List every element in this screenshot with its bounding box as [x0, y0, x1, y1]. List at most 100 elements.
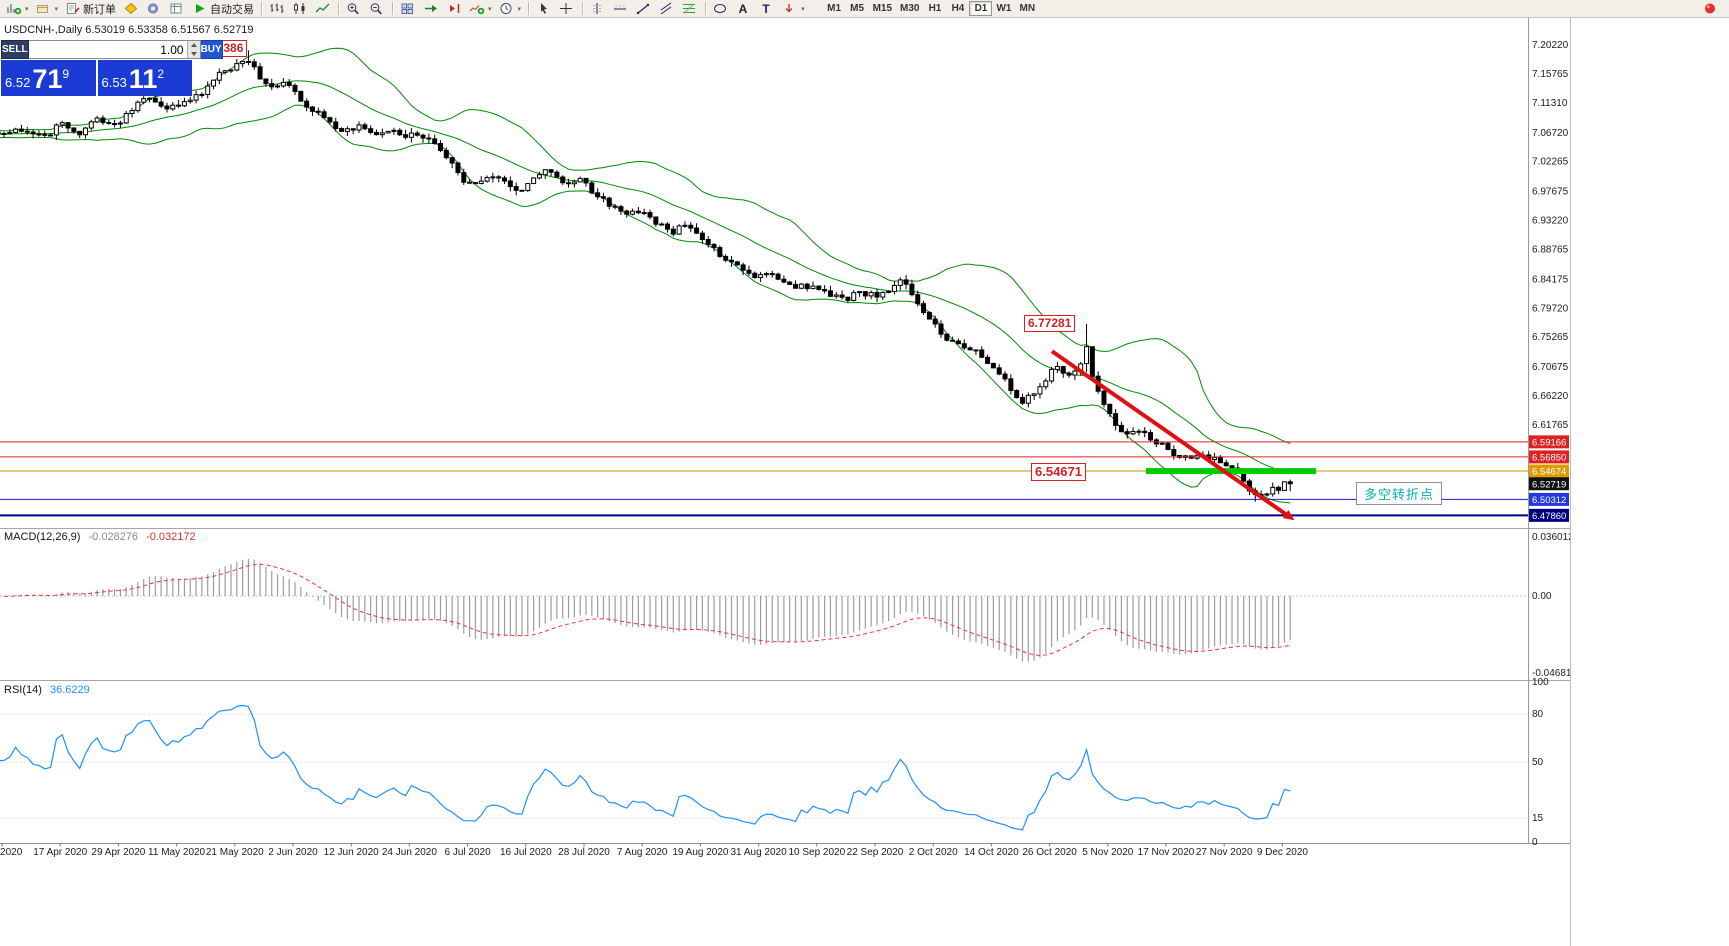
- autotrading-icon: [196, 4, 205, 13]
- timeframe-m1-button[interactable]: M1: [827, 3, 842, 14]
- buy-button[interactable]: BUY: [200, 40, 223, 59]
- arrows-button[interactable]: ▾: [779, 1, 808, 17]
- trendline-button[interactable]: [633, 1, 655, 17]
- text-label-button[interactable]: T: [756, 1, 778, 17]
- cursor-button[interactable]: [533, 1, 555, 17]
- candles-layer: [0, 50, 1293, 502]
- crosshair-button[interactable]: [556, 1, 578, 17]
- metaeditor-button[interactable]: [120, 1, 142, 17]
- price-annotation-support[interactable]: 6.54671: [1031, 463, 1086, 481]
- toolbar-separator: [705, 2, 707, 15]
- svg-text:29 Apr 2020: 29 Apr 2020: [91, 847, 145, 858]
- symbol-ohlc-info: USDCNH-,Daily 6.53019 6.53358 6.51567 6.…: [4, 24, 254, 36]
- macd-indicator-label: MACD(12,26,9) -0.028276 -0.032172: [4, 531, 196, 543]
- volume-increase-button[interactable]: [187, 41, 200, 50]
- svg-text:22 Sep 2020: 22 Sep 2020: [847, 847, 904, 858]
- volume-decrease-button[interactable]: [187, 49, 200, 58]
- line-chart-mode-button[interactable]: [312, 1, 334, 17]
- shapes-button[interactable]: [710, 1, 732, 17]
- timeframe-h4-button[interactable]: H4: [951, 3, 965, 14]
- text-button[interactable]: A: [733, 1, 755, 17]
- timeframe-mn-button[interactable]: MN: [1019, 3, 1036, 14]
- indicators-icon: [469, 5, 485, 15]
- equidistant-channel-icon: [660, 2, 672, 15]
- zoom-out-button[interactable]: [366, 1, 388, 17]
- sell-price-display[interactable]: 6.52 71 9: [1, 60, 96, 96]
- timeframe-switcher: M1 M5 M15 M30 H1 H4 D1 W1 MN: [823, 1, 1039, 16]
- zoom-out-icon: [370, 3, 382, 15]
- sell-button[interactable]: SELL: [1, 40, 29, 59]
- chart-window: 7.20220 7.15765 7.11310 7.06720 7.02265 6.976…: [0, 18, 1571, 946]
- volume-input[interactable]: [28, 41, 187, 58]
- vertical-line-icon: [593, 3, 602, 14]
- sell-price-small: 6.52: [5, 75, 31, 90]
- turning-point-note[interactable]: 多空转折点: [1356, 482, 1443, 505]
- timeframe-m5-button[interactable]: M5: [850, 3, 865, 14]
- svg-text:11 May 2020: 11 May 2020: [148, 847, 206, 858]
- trend-arrow: [1050, 349, 1295, 521]
- svg-text:-0.046815: -0.046815: [1532, 668, 1571, 679]
- timeframe-m15-button[interactable]: M15: [872, 3, 893, 14]
- tile-windows-icon: [401, 3, 414, 14]
- timeframe-m30-button[interactable]: M30: [900, 3, 920, 14]
- svg-text:2 Jun 2020: 2 Jun 2020: [268, 847, 318, 858]
- rsi-line: [0, 704, 1291, 831]
- svg-text:6.75265: 6.75265: [1532, 332, 1569, 343]
- auto-scroll-button[interactable]: [420, 1, 442, 17]
- bar-chart-mode-button[interactable]: [266, 1, 288, 17]
- indicators-button[interactable]: ▾: [466, 1, 495, 17]
- shapes-icon: [714, 4, 727, 13]
- new-order-button[interactable]: 新订单: [62, 1, 119, 17]
- svg-text:80: 80: [1532, 709, 1544, 720]
- svg-text:6.54674: 6.54674: [1532, 467, 1566, 478]
- zoom-in-button[interactable]: [343, 1, 365, 17]
- equidistant-channel-button[interactable]: [656, 1, 678, 17]
- horizontal-line-button[interactable]: [610, 1, 632, 17]
- sell-price-pip: 9: [62, 67, 70, 81]
- timeframe-h1-button[interactable]: H1: [928, 3, 942, 14]
- tile-windows-button[interactable]: [397, 1, 419, 17]
- candlestick-mode-button[interactable]: [289, 1, 311, 17]
- market-watch-button[interactable]: [166, 1, 188, 17]
- new-chart-button[interactable]: ▾: [3, 1, 32, 17]
- svg-text:17 Apr 2020: 17 Apr 2020: [33, 847, 87, 858]
- panel-separators: [0, 18, 1570, 844]
- timeframe-d1-button[interactable]: D1: [969, 1, 993, 16]
- svg-text:16 Jul 2020: 16 Jul 2020: [500, 847, 552, 858]
- fibonacci-button[interactable]: [679, 1, 701, 17]
- crosshair-icon: [560, 3, 573, 14]
- notification-button[interactable]: [1700, 1, 1722, 17]
- text-icon: A: [739, 2, 748, 15]
- vertical-line-button[interactable]: [587, 1, 609, 17]
- cursor-icon: [541, 3, 548, 14]
- svg-text:6.47860: 6.47860: [1532, 511, 1566, 522]
- autotrading-button[interactable]: 自动交易: [189, 1, 257, 17]
- profiles-button[interactable]: ▾: [33, 1, 62, 17]
- svg-text:0.00: 0.00: [1532, 591, 1552, 602]
- toolbar-separator: [338, 2, 340, 15]
- auto-scroll-icon: [425, 5, 438, 12]
- price-annotation-spike[interactable]: 6.77281: [1024, 315, 1076, 332]
- svg-text:9 Dec 2020: 9 Dec 2020: [1257, 847, 1309, 858]
- volume-input-wrap: [28, 40, 201, 59]
- macd-signal-line: [3, 563, 1291, 656]
- svg-text:21 May 2020: 21 May 2020: [206, 847, 264, 858]
- chart-shift-button[interactable]: [443, 1, 465, 17]
- svg-text:26 Oct 2020: 26 Oct 2020: [1022, 847, 1077, 858]
- periods-button[interactable]: ▾: [496, 1, 525, 17]
- price-chart-canvas[interactable]: 7.20220 7.15765 7.11310 7.06720 7.02265 6.976…: [0, 18, 1571, 946]
- toolbar-separator: [261, 2, 263, 15]
- svg-text:7 Aug 2020: 7 Aug 2020: [617, 847, 668, 858]
- new-chart-icon: [7, 4, 22, 15]
- svg-text:6.61765: 6.61765: [1532, 420, 1569, 431]
- price-axis: 7.20220 7.15765 7.11310 7.06720 7.02265 6.976…: [1532, 40, 1569, 431]
- timeframe-w1-button[interactable]: W1: [996, 3, 1012, 14]
- buy-price-display[interactable]: 6.53 11 2: [97, 60, 192, 96]
- notification-icon: [1705, 3, 1715, 14]
- macd-name: MACD(12,26,9): [4, 531, 81, 543]
- market-watch-icon: [170, 3, 182, 14]
- svg-text:6.52719: 6.52719: [1532, 479, 1566, 490]
- svg-text:A: A: [739, 2, 748, 15]
- svg-text:7.02265: 7.02265: [1532, 157, 1569, 168]
- options-button[interactable]: [143, 1, 165, 17]
